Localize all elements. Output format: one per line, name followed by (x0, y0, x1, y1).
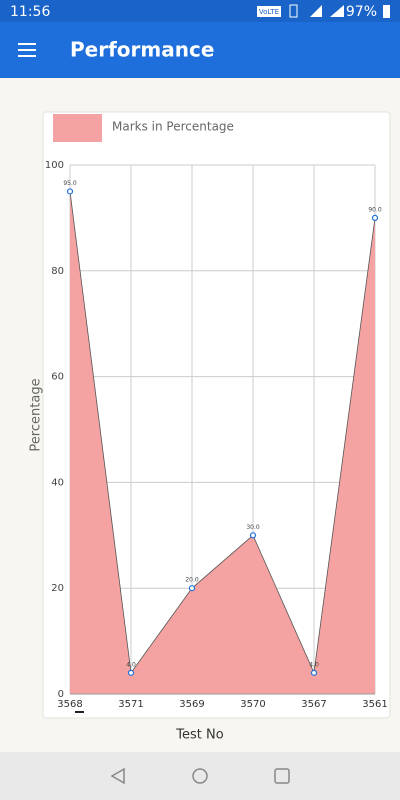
value-label: 30.0 (246, 524, 260, 531)
y-tick-label: 20 (51, 583, 64, 594)
y-tick-label: 80 (51, 266, 64, 277)
status-bar (0, 0, 400, 22)
chart-card (42, 111, 391, 719)
back-button[interactable] (110, 767, 125, 785)
battery-icon (383, 5, 390, 18)
selected-indicator (75, 711, 84, 713)
value-label: 20.0 (185, 577, 199, 584)
point (66, 188, 74, 195)
line (69, 191, 376, 675)
x-tick-label: 3561 (362, 699, 387, 710)
legend-swatch (53, 114, 102, 142)
volte-badge (257, 6, 281, 17)
point (371, 214, 379, 221)
x-tick-label: 3567 (301, 699, 326, 710)
app-bar (0, 22, 400, 78)
volte-text: VoLTE (259, 8, 279, 16)
battery-text: 97% (346, 4, 377, 20)
value-label: 4.0 (126, 661, 136, 668)
value-label: 95.0 (63, 180, 77, 187)
point (249, 532, 257, 539)
area (70, 191, 375, 694)
point (127, 669, 135, 676)
nav-bar (0, 752, 400, 800)
x-tick-label: 3570 (240, 699, 265, 710)
menu-line (18, 49, 36, 51)
wifi-icon (310, 5, 322, 17)
y-tick-label: 100 (45, 160, 64, 171)
status-time: 11:56 (10, 4, 50, 20)
point (188, 585, 196, 592)
recents-button[interactable] (274, 768, 290, 784)
x-tick-label: 3568 (57, 699, 82, 710)
value-label: 90.0 (368, 206, 382, 213)
y-tick-label: 60 (51, 372, 64, 383)
signal-icon (330, 5, 344, 17)
plot: 0 20 40 60 80 100 3568 3571 3569 3570 3567 3561 95.0… (45, 160, 388, 713)
vibrate-icon (289, 4, 298, 18)
y-tick-label: 40 (51, 477, 64, 488)
x-tick-label: 3571 (118, 699, 143, 710)
y-tick-label: 0 (58, 689, 64, 700)
menu-button[interactable] (18, 43, 36, 57)
legend-label: Marks in Percentage (112, 120, 234, 134)
y-axis-label: Percentage (29, 378, 44, 451)
app-title: Performance (70, 38, 214, 62)
menu-line (18, 55, 36, 57)
home-button[interactable] (192, 768, 208, 784)
value-label: 4.0 (309, 661, 319, 668)
menu-line (18, 43, 36, 45)
point (310, 669, 318, 676)
x-tick-label: 3569 (179, 699, 204, 710)
x-axis-label: Test No (175, 728, 223, 743)
